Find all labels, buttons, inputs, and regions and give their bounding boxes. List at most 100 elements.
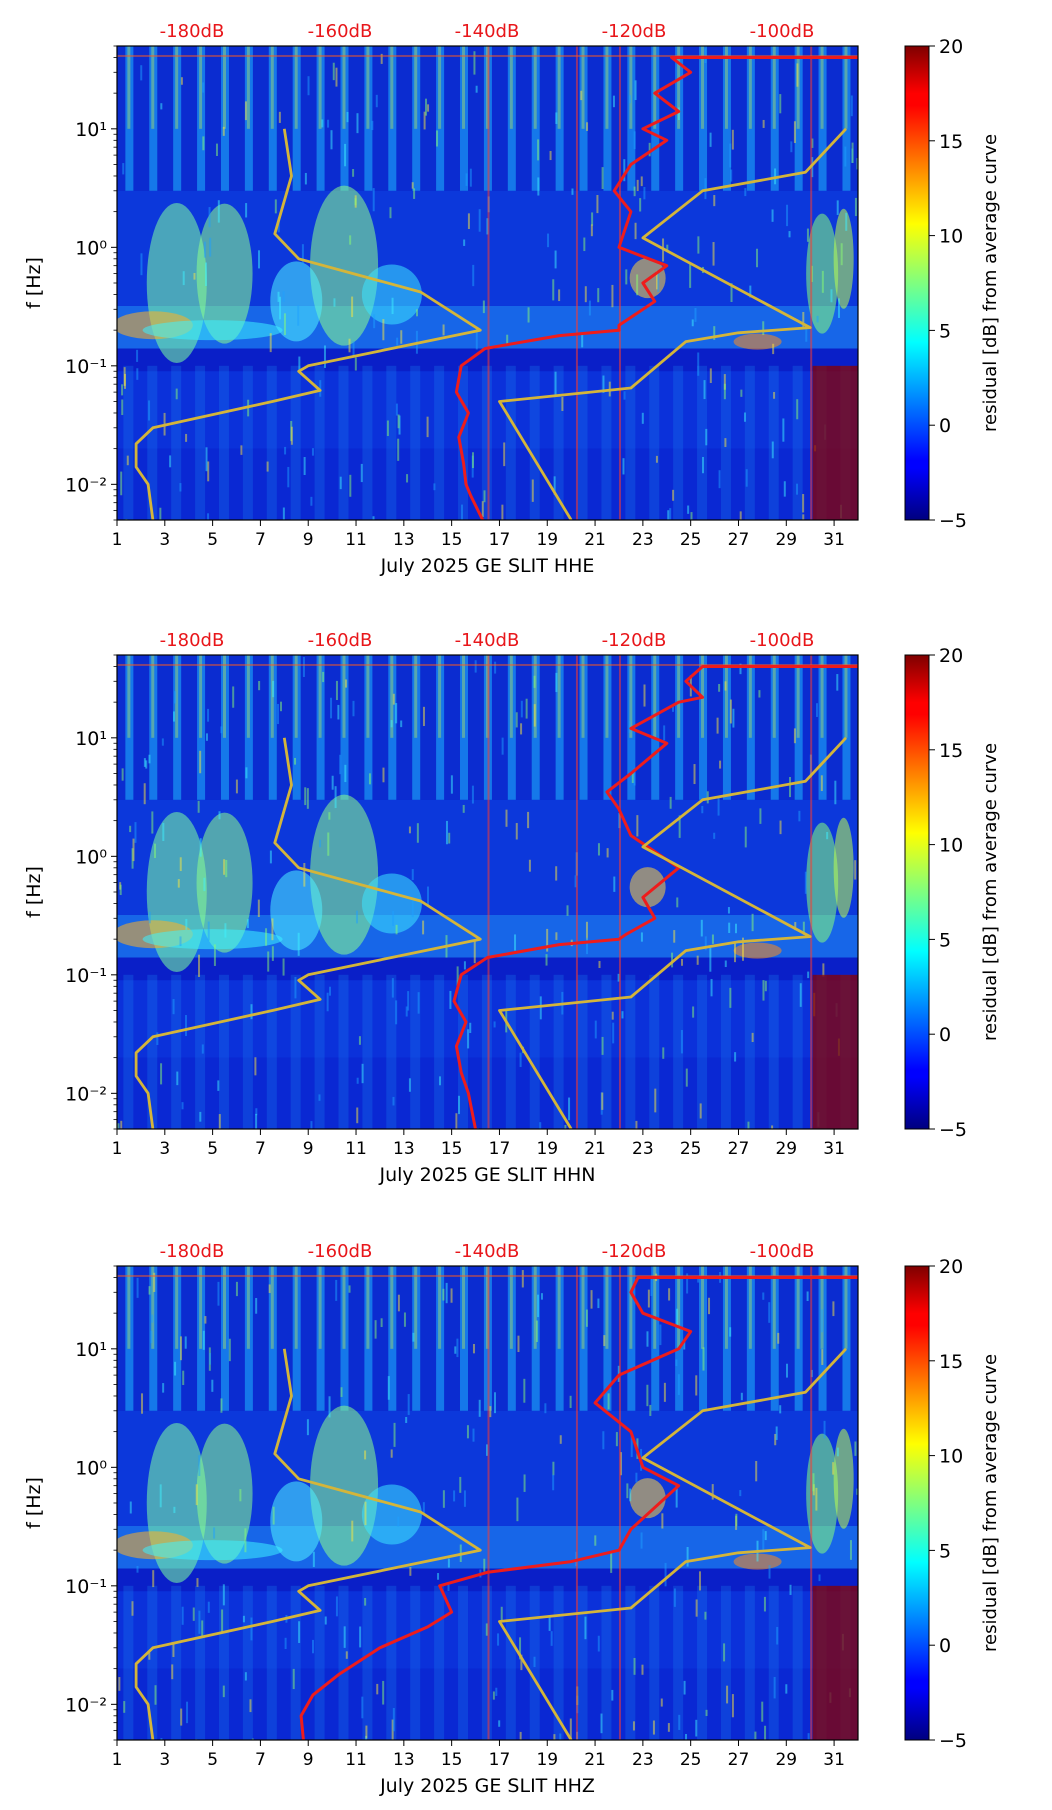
x-tick-label: 9: [303, 1750, 314, 1770]
top-db-label: -100dB: [750, 21, 815, 42]
y-tick-label: 10¹: [75, 119, 107, 141]
x-tick-label: 5: [207, 1139, 218, 1159]
colorbar-tick-label: 15: [939, 131, 963, 153]
top-db-label: -140dB: [455, 21, 520, 42]
x-tick-label: 3: [159, 530, 170, 550]
y-tick-label: 10⁻²: [65, 1083, 107, 1105]
x-tick-label: 19: [536, 530, 558, 550]
x-tick-label: 15: [441, 530, 463, 550]
series-line-1: [134, 128, 482, 520]
top-db-label: -140dB: [455, 630, 520, 651]
x-tick-label: 23: [632, 1750, 654, 1770]
top-db-label: -180dB: [160, 630, 225, 651]
x-tick-label: 31: [823, 1139, 845, 1159]
top-db-label: -120dB: [602, 630, 667, 651]
colorbar-tick-label: 10: [939, 226, 963, 248]
x-tick-label: 3: [159, 1139, 170, 1159]
top-db-label: -100dB: [750, 630, 815, 651]
x-tick-label: 7: [255, 1750, 266, 1770]
x-tick-label: 15: [441, 1139, 463, 1159]
colorbar-tick-label: 20: [939, 36, 963, 58]
heatmap: [117, 46, 858, 520]
colorbar-tick-label: 20: [939, 645, 963, 667]
x-tick-label: 23: [632, 1139, 654, 1159]
colorbar-label: residual [dB] from average curve: [980, 743, 1001, 1041]
x-tick-label: 25: [680, 1750, 702, 1770]
colorbar-tick-label: 10: [939, 1446, 963, 1468]
y-tick-label: 10⁰: [75, 237, 107, 259]
y-tick-label: 10⁻¹: [65, 356, 107, 378]
x-axis-label: July 2025 GE SLIT HHN: [378, 1164, 595, 1186]
x-tick-label: 1: [112, 530, 123, 550]
top-db-label: -100dB: [750, 1241, 815, 1262]
colorbar-tick-label: 5: [939, 929, 951, 951]
series-line-2: [454, 56, 858, 520]
series-line-3: [498, 127, 848, 520]
x-tick-label: 9: [303, 530, 314, 550]
series-line-3: [498, 1347, 848, 1740]
series-line-2: [452, 665, 858, 1129]
colorbar-tick-label: 10: [939, 835, 963, 857]
x-tick-label: 11: [345, 1750, 367, 1770]
y-tick-label: 10⁻²: [65, 1694, 107, 1716]
y-tick-label: 10⁻¹: [65, 1576, 107, 1598]
y-axis-label: f [Hz]: [23, 257, 45, 309]
colorbar: [904, 45, 930, 521]
top-db-label: -180dB: [160, 1241, 225, 1262]
heatmap: [117, 1266, 858, 1740]
chart-panel-3: 1 3 5 7 9 11 13 15 17 19 21 23 25 27 29 3110⁻²10⁻¹10⁰10…: [23, 1241, 1001, 1797]
y-tick-label: 10⁰: [75, 1457, 107, 1479]
series-line-1: [134, 737, 482, 1129]
y-tick-label: 10¹: [75, 728, 107, 750]
series-line-1: [134, 1348, 482, 1740]
chart-panel-2: 1 3 5 7 9 11 13 15 17 19 21 23 25 27 29 3110⁻²10⁻¹10⁰10…: [23, 630, 1001, 1186]
colorbar-tick-label: 5: [939, 1540, 951, 1562]
colorbar-tick-label: 0: [939, 415, 951, 437]
x-tick-label: 19: [536, 1139, 558, 1159]
top-db-label: -160dB: [308, 21, 373, 42]
top-db-label: -160dB: [308, 1241, 373, 1262]
x-tick-label: 21: [584, 530, 606, 550]
x-tick-label: 7: [255, 530, 266, 550]
top-db-label: -180dB: [160, 21, 225, 42]
x-tick-label: 31: [823, 1750, 845, 1770]
colorbar-tick-label: 15: [939, 1351, 963, 1373]
x-tick-label: 21: [584, 1750, 606, 1770]
x-tick-label: 15: [441, 1750, 463, 1770]
colorbar: [904, 654, 930, 1130]
y-tick-label: 10⁻¹: [65, 965, 107, 987]
x-tick-label: 13: [393, 1750, 415, 1770]
y-tick-label: 10⁰: [75, 846, 107, 868]
top-db-label: -120dB: [602, 21, 667, 42]
series-line-3: [498, 736, 848, 1129]
x-tick-label: 5: [207, 1750, 218, 1770]
top-db-label: -140dB: [455, 1241, 520, 1262]
colorbar-label: residual [dB] from average curve: [980, 134, 1001, 432]
x-tick-label: 5: [207, 530, 218, 550]
x-tick-label: 27: [728, 1139, 750, 1159]
y-axis-label: f [Hz]: [23, 1477, 45, 1529]
series-line-2: [299, 1276, 858, 1740]
x-tick-label: 17: [489, 530, 511, 550]
y-tick-label: 10¹: [75, 1339, 107, 1361]
x-tick-label: 23: [632, 530, 654, 550]
x-tick-label: 11: [345, 530, 367, 550]
x-tick-label: 29: [775, 1750, 797, 1770]
colorbar-tick-label: 20: [939, 1256, 963, 1278]
x-tick-label: 13: [393, 530, 415, 550]
x-tick-label: 1: [112, 1750, 123, 1770]
y-axis-label: f [Hz]: [23, 866, 45, 918]
colorbar-tick-label: −5: [939, 510, 967, 532]
x-tick-label: 27: [728, 1750, 750, 1770]
heatmap: [117, 655, 858, 1129]
colorbar: [904, 1265, 930, 1741]
colorbar-label: residual [dB] from average curve: [980, 1354, 1001, 1652]
colorbar-tick-label: 0: [939, 1635, 951, 1657]
x-tick-label: 25: [680, 530, 702, 550]
x-axis-label: July 2025 GE SLIT HHZ: [379, 1775, 595, 1797]
top-db-label: -160dB: [308, 630, 373, 651]
colorbar-tick-label: −5: [939, 1119, 967, 1141]
x-tick-label: 17: [489, 1750, 511, 1770]
